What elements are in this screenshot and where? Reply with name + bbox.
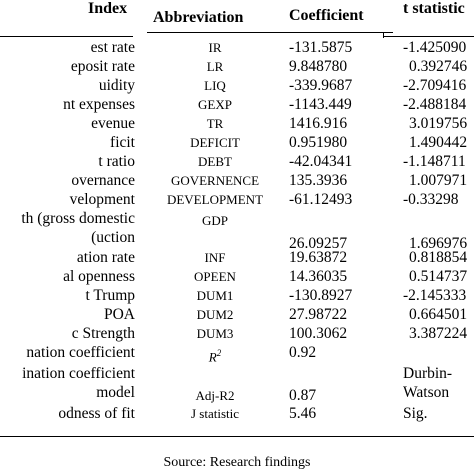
row-t-statistic: -2.488184 — [403, 96, 467, 113]
row-abbreviation: R2 — [208, 348, 222, 365]
row-abbreviation: Adj-R2 — [195, 388, 235, 403]
row-index: al openness — [63, 268, 135, 285]
row-t-statistic: 3.387224 — [409, 325, 468, 342]
row-coefficient: 135.3936 — [289, 172, 348, 189]
row-t-statistic: -1.425090 — [403, 39, 467, 56]
header-divider — [383, 32, 384, 38]
row-coefficient: 19.63872 — [289, 249, 348, 266]
row-t-statistic: 0.514737 — [409, 268, 468, 285]
row-index: ation rate — [76, 249, 135, 266]
row-abbreviation: DEBT — [198, 154, 232, 169]
row-index: velopment — [69, 191, 135, 208]
row-coefficient: 100.3062 — [289, 325, 348, 342]
row-t-statistic: 0.664501 — [409, 306, 468, 323]
row-index: t Trump — [85, 287, 135, 304]
row-coefficient: -131.5875 — [289, 39, 353, 56]
row-index-line2: model — [96, 384, 135, 401]
row-t-statistic: 1.007971 — [409, 172, 468, 189]
row-t-statistic: 1.696976 — [409, 235, 468, 252]
row-abbreviation: LR — [206, 59, 224, 74]
row-index: th (gross domestic — [21, 210, 135, 227]
row-index: ficit — [110, 134, 135, 151]
header-rule-abbreviation — [147, 32, 283, 34]
row-index: ination coefficient — [22, 365, 135, 382]
row-abbreviation: DEFICIT — [190, 135, 240, 150]
row-index-line2: uction) — [91, 229, 135, 246]
row-index: nation coefficient — [26, 344, 135, 361]
row-index: uidity — [98, 77, 135, 94]
row-t-statistic: 1.490442 — [409, 134, 468, 151]
header-rule-coefficient — [283, 32, 393, 34]
row-coefficient: 9.848780 — [289, 58, 348, 75]
row-abbreviation: TR — [206, 116, 224, 131]
row-t-statistic: -0.33298 — [403, 191, 459, 208]
row-coefficient: -130.8927 — [289, 287, 353, 304]
row-abbreviation: DEVELOPMENT — [166, 192, 264, 207]
header-index: Index — [88, 0, 128, 17]
row-coefficient: -1143.449 — [289, 96, 352, 113]
row-coefficient: 26.09257 — [289, 235, 348, 252]
row-abbreviation: IR — [208, 40, 222, 55]
header-coefficient: Coefficient — [289, 7, 364, 24]
row-index: t ratio — [98, 153, 135, 170]
bottom-rule — [0, 436, 474, 438]
row-abbreviation: DUM3 — [196, 326, 234, 341]
header-abbreviation: Abbreviation — [153, 9, 244, 26]
row-coefficient: 1416.916 — [289, 115, 348, 132]
row-index: overnance — [71, 172, 135, 189]
source-note: Source: Research findings — [163, 455, 311, 470]
row-coefficient: 14.36035 — [289, 268, 348, 285]
header-rule-index — [0, 36, 133, 38]
row-index: est rate — [90, 39, 135, 56]
row-abbreviation: DUM2 — [196, 307, 234, 322]
row-abbreviation: GOVERNENCE — [170, 173, 260, 188]
row-t-statistic-line2: Watson — [403, 384, 450, 401]
row-coefficient: -339.9687 — [289, 77, 353, 94]
row-t-statistic: 3.019756 — [409, 115, 468, 132]
row-abbreviation-superscript: 2 — [216, 348, 222, 358]
row-coefficient: -42.04341 — [289, 153, 353, 170]
row-coefficient: 5.46 — [289, 405, 317, 422]
row-index: evenue — [91, 115, 135, 132]
row-coefficient: 0.951980 — [289, 134, 348, 151]
row-abbreviation: INF — [204, 250, 226, 265]
row-abbreviation: DUM1 — [196, 288, 234, 303]
row-coefficient: 27.98722 — [289, 306, 348, 323]
row-index: nt expenses — [63, 96, 135, 113]
row-index: c Strength — [71, 325, 135, 342]
row-abbreviation: OPEEN — [194, 269, 236, 284]
row-index: POA — [103, 306, 135, 323]
row-t-statistic: -2.145333 — [403, 287, 467, 304]
row-t-statistic: -2.709416 — [403, 77, 467, 94]
row-abbreviation: LIQ — [204, 78, 226, 93]
row-t-statistic: 0.392746 — [409, 58, 468, 75]
row-t-statistic: Sig. — [403, 405, 428, 422]
row-abbreviation: J statistic — [190, 406, 240, 421]
header-t-statistic: t statistic — [403, 0, 465, 17]
row-abbreviation: GEXP — [198, 97, 232, 112]
row-t-statistic: 0.818854 — [409, 249, 468, 266]
row-t-statistic: -1.148711 — [403, 153, 466, 170]
row-coefficient: 0.87 — [289, 387, 317, 404]
row-abbreviation: GDP — [201, 213, 228, 228]
header-rule-t-statistic — [383, 36, 474, 38]
row-index: odness of fit — [58, 405, 135, 422]
row-index: eposit rate — [70, 58, 135, 75]
row-t-statistic: Durbin- — [403, 365, 453, 382]
row-coefficient: 0.92 — [289, 344, 317, 361]
row-coefficient: -61.12493 — [289, 191, 353, 208]
